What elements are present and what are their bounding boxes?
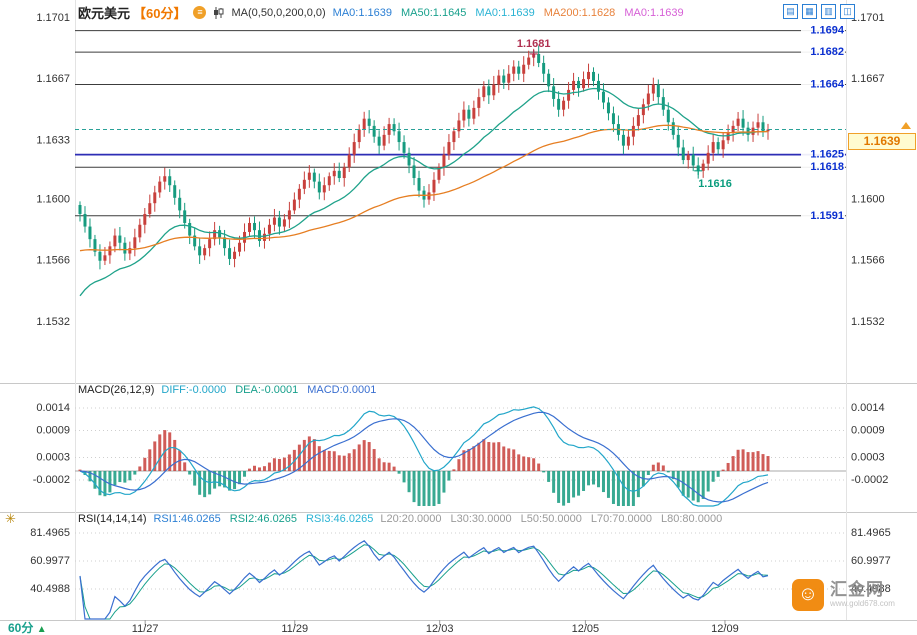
rsi-tick-label: 60.9977: [30, 555, 70, 567]
y-tick-label: 1.1532: [851, 316, 885, 328]
price-level-lines: [75, 30, 846, 217]
price-level-label: 1.1618: [810, 161, 844, 173]
current-price-marker-icon: [901, 122, 911, 129]
readout-value: DIFF:-0.0000: [161, 384, 227, 396]
rsi-smooth-line: [79, 544, 769, 620]
price-level-label: 1.1682: [810, 46, 844, 58]
brand-logo-icon: ☺: [792, 579, 824, 611]
y-tick-label: 1.1667: [36, 73, 70, 85]
x-tick-label: 12/05: [572, 623, 600, 635]
readout-value: RSI2:46.0265: [229, 513, 298, 525]
macd-tick-label: -0.0002: [851, 474, 888, 486]
readout-value: L30:30.0000: [450, 513, 512, 525]
brand-name: 汇金网: [830, 580, 884, 600]
y-tick-label: 1.1532: [36, 316, 70, 328]
macd-tick-label: 0.0003: [851, 452, 885, 464]
annotation-low: 1.1616: [694, 166, 732, 190]
macd-tick-label: 0.0003: [36, 452, 70, 464]
price-level-label: 1.1664: [810, 79, 845, 91]
chart-header: 欧元美元 【60分】 ≡ MA(0,50,0,200,0,0) MA0:1.16…: [78, 3, 684, 22]
macd-diff-line: [79, 406, 769, 507]
y-tick-label: 1.1633: [36, 134, 70, 146]
rsi-readouts: RSI1:46.0265 RSI2:46.0265 RSI3:46.0265: [153, 513, 373, 525]
y-tick-label: 1.1667: [851, 73, 885, 85]
x-tick-label: 11/27: [132, 623, 159, 635]
x-tick-label: 12/03: [426, 623, 454, 635]
macd-tick-label: 0.0014: [851, 402, 885, 414]
macd-tick-label: 0.0009: [36, 425, 70, 437]
y-tick-label: 1.1566: [36, 255, 70, 267]
annotation-high: 1.1681: [517, 38, 551, 58]
timeframe-badge[interactable]: 60分 ▲: [8, 621, 47, 635]
ma200-line: [79, 124, 769, 252]
readout-value: MACD:0.0001: [307, 384, 377, 396]
macd-dea-line: [79, 411, 769, 503]
price-level-label: 1.1694: [810, 25, 845, 37]
svg-text:1.1681: 1.1681: [517, 38, 551, 50]
macd-tick-label: 0.0014: [36, 402, 70, 414]
macd-tick-label: 0.0009: [851, 425, 885, 437]
indicator-settings-icon[interactable]: ✳: [5, 511, 16, 526]
ma-indicator-icon: [213, 6, 224, 19]
y-tick-label: 1.1701: [36, 12, 70, 24]
ma50-line: [79, 87, 769, 297]
macd-tick-label: -0.0002: [33, 474, 70, 486]
macd-histogram: [78, 430, 770, 506]
readout-value: L20:20.0000: [380, 513, 442, 525]
rsi-header: RSI(14,14,14) RSI1:46.0265 RSI2:46.0265 RS…: [78, 513, 722, 525]
y-tick-label: 1.1566: [851, 255, 885, 267]
up-arrow-icon: ▲: [36, 624, 47, 635]
expand-icon[interactable]: ◫: [840, 4, 855, 19]
symbol-title: 欧元美元: [78, 6, 131, 21]
readout-value: L50:50.0000: [520, 513, 582, 525]
readout-value: MA50:1.1645: [400, 6, 467, 19]
watermark: ☺ 汇金网 www.gold678.com: [792, 579, 895, 611]
readout-value: DEA:-0.0001: [235, 384, 299, 396]
chart-toolbar: ▤ ▦ ▥ ◫: [783, 4, 855, 19]
readout-value: MA0:1.1639: [475, 6, 535, 19]
rsi-line: [79, 540, 769, 620]
readout-value: L80:80.0000: [661, 513, 723, 525]
readout-value: L70:70.0000: [590, 513, 653, 525]
readout-value: RSI3:46.0265: [306, 513, 374, 525]
price-level-label: 1.1591: [810, 210, 844, 222]
timeframe-label: 【60分】: [133, 6, 187, 21]
macd-header: MACD(26,12,9) DIFF:-0.0000 DEA:-0.0001 MAC…: [78, 384, 376, 396]
price-level-label: 1.1625: [810, 149, 844, 161]
bar-chart-icon[interactable]: ▤: [783, 4, 798, 19]
rsi-level-readouts: L20:20.0000 L30:30.0000 L50:50.0000 L70:70.…: [380, 513, 722, 525]
readout-value: RSI1:46.0265: [153, 513, 221, 525]
x-axis-labels: 11/27 11/29 12/03 12/05 12/09: [132, 620, 739, 635]
macd-readouts: DIFF:-0.0000 DEA:-0.0001 MACD:0.0001: [161, 384, 376, 396]
current-price-label: 1.1639: [848, 133, 916, 150]
macd-title: MACD(26,12,9): [78, 384, 155, 396]
readout-value: MA0:1.1639: [624, 6, 684, 19]
readout-value: MA0:1.1639: [332, 6, 392, 19]
rsi-tick-label: 40.4988: [851, 583, 891, 595]
line-chart-icon[interactable]: ▥: [821, 4, 836, 19]
readout-value: MA200:1.1628: [543, 6, 616, 19]
brand-url: www.gold678.com: [830, 598, 895, 608]
x-tick-label: 12/09: [711, 623, 739, 635]
candlestick-icon[interactable]: ▦: [802, 4, 817, 19]
svg-text:1.1616: 1.1616: [698, 178, 732, 190]
ma-readouts: MA0:1.1639 MA50:1.1645 MA0:1.1639 MA200:1.1…: [333, 7, 684, 19]
tag-icon[interactable]: ≡: [193, 6, 207, 19]
rsi-tick-label: 81.4965: [851, 527, 891, 539]
y-tick-label: 1.1701: [851, 12, 885, 24]
rsi-tick-label: 60.9977: [851, 555, 891, 567]
rsi-tick-label: 81.4965: [30, 527, 70, 539]
ma-settings-label: MA(0,50,0,200,0,0): [231, 6, 326, 19]
rsi-title: RSI(14,14,14): [78, 513, 147, 525]
rsi-tick-label: 40.4988: [30, 583, 70, 595]
y-tick-label: 1.1600: [851, 194, 885, 206]
candlestick-series: [78, 45, 770, 270]
x-tick-label: 11/29: [281, 623, 308, 635]
y-tick-label: 1.1600: [36, 194, 70, 206]
